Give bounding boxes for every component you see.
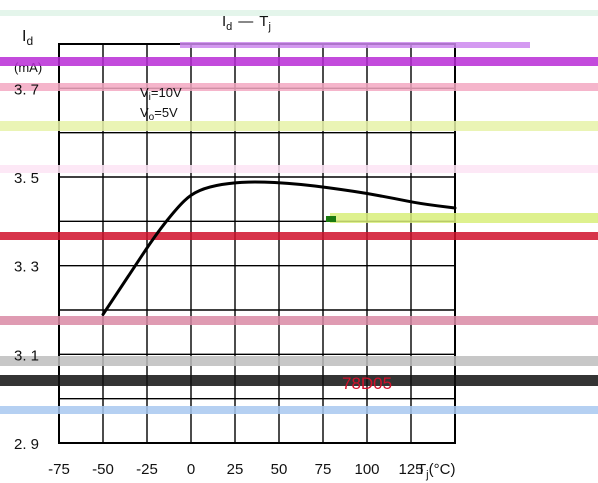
ylabel-symbol-sub: d <box>26 34 33 48</box>
scan-band <box>0 83 598 91</box>
chart-title: Id — Tj <box>222 13 271 33</box>
y-tick-label: 2. 9 <box>14 436 39 453</box>
y-tick-label: 3. 7 <box>14 81 39 98</box>
x-tick-label: -50 <box>92 461 114 478</box>
y-axis-label: Id (mA) <box>14 28 42 75</box>
scan-band <box>0 165 598 173</box>
series-line <box>101 180 457 316</box>
title-x-symbol-sub: j <box>267 21 270 33</box>
y-tick-labels: 2. 9 3. 1 3. 3 3. 5 3. 7 <box>14 81 39 453</box>
xlabel-unit: (°C) <box>429 461 456 478</box>
condition-vi: Vi=10V <box>140 85 182 103</box>
y-tick-label: 3. 1 <box>14 347 39 364</box>
y-tick-label: 3. 3 <box>14 259 39 276</box>
x-tick-label: 50 <box>271 461 288 478</box>
xlabel-symbol-sub: j <box>425 469 428 481</box>
part-number-label: 78D05 <box>342 374 392 393</box>
x-tick-label: 125 <box>398 461 423 478</box>
y-tick-label: 3. 5 <box>14 170 39 187</box>
condition-vo: Vo=5V <box>140 105 178 123</box>
scan-band <box>0 121 598 131</box>
scan-band <box>0 10 598 16</box>
xlabel-symbol: T <box>417 461 426 478</box>
ylabel-symbol: I <box>22 28 26 45</box>
x-tick-label: -75 <box>48 461 70 478</box>
scan-band <box>0 356 598 366</box>
scan-band <box>330 213 598 223</box>
svg-text:Id: Id <box>22 28 33 48</box>
scan-band <box>0 57 598 66</box>
scan-band-mark <box>326 216 336 222</box>
title-x-symbol: T <box>259 13 268 30</box>
conditions-annotation: Vi=10V Vo=5V <box>140 85 182 123</box>
x-tick-label: 100 <box>354 461 379 478</box>
scan-band <box>0 316 598 325</box>
scan-band <box>0 406 598 414</box>
scan-band <box>180 42 530 48</box>
title-dash: — <box>238 13 253 30</box>
x-tick-label: 75 <box>315 461 332 478</box>
scan-artifact-bands <box>0 10 598 414</box>
x-tick-label: 25 <box>227 461 244 478</box>
x-tick-labels: -75 -50 -25 0 25 50 75 100 125 <box>48 461 423 478</box>
title-symbol-sub: d <box>226 21 232 33</box>
x-axis-label: Tj(°C) <box>417 461 455 481</box>
svg-text:Tj(°C): Tj(°C) <box>417 461 455 481</box>
scan-band <box>0 375 598 386</box>
svg-text:Id—Tj: Id — Tj <box>222 13 271 33</box>
x-tick-label: -25 <box>136 461 158 478</box>
title-symbol: I <box>222 13 226 30</box>
scan-band <box>0 232 598 240</box>
x-tick-label: 0 <box>187 461 195 478</box>
